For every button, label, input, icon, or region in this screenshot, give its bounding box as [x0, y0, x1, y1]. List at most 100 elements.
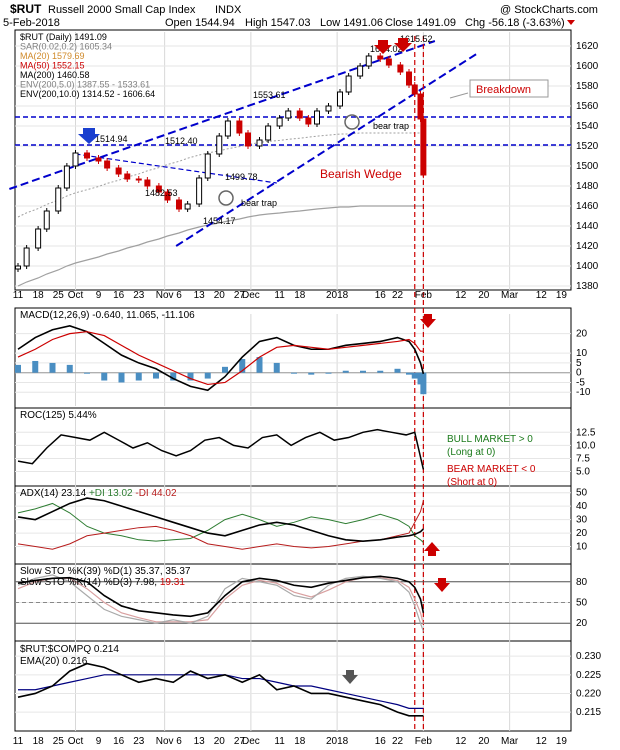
- axes: 1380140014201440146014801500152015401560…: [13, 41, 602, 747]
- candle-body: [135, 178, 142, 181]
- macd-histogram-bar: [84, 372, 90, 374]
- red-arrow-up-icon: [424, 542, 440, 556]
- candle-body: [43, 210, 50, 230]
- symbol: $RUT: [10, 2, 42, 16]
- y-tick-label: 5.0: [576, 467, 590, 478]
- candle-body: [63, 165, 70, 189]
- x-tick-label: Oct: [68, 736, 84, 747]
- close: Close 1491.09: [385, 17, 456, 29]
- breakdown-box: [469, 79, 549, 98]
- y-tick-label: 50: [576, 598, 588, 609]
- legend-entry: ENV(200,10.0) 1314.52 - 1606.64: [20, 89, 155, 99]
- x-tick-label: 20: [214, 290, 226, 301]
- macd-line: [17, 324, 425, 392]
- wedge-line: [75, 153, 277, 184]
- candle-body: [325, 105, 332, 112]
- x-tick-label: Nov: [156, 736, 174, 747]
- candle-body: [305, 117, 312, 125]
- candle-body: [204, 153, 211, 179]
- y-tick-label: 0.220: [576, 688, 601, 699]
- macd-histogram-bar: [222, 366, 228, 373]
- y-tick-label: 1420: [576, 241, 599, 252]
- ma200-line: [17, 205, 424, 287]
- x-tick-label: 19: [556, 736, 568, 747]
- candle-body: [377, 55, 384, 60]
- x-tick-label: 20: [478, 736, 490, 747]
- y-tick-label: 10: [576, 542, 588, 553]
- bear-trap-label-2: bear trap: [373, 121, 409, 131]
- y-tick-label: -10: [576, 387, 591, 398]
- candle-body: [23, 247, 30, 267]
- x-tick-label: 20: [478, 290, 490, 301]
- x-tick-label: 13: [194, 290, 206, 301]
- y-tick-label: 50: [576, 488, 588, 499]
- candle-body: [337, 91, 343, 107]
- y-tick-label: 30: [576, 515, 588, 526]
- macd-histogram-bar: [342, 370, 349, 373]
- x-tick-label: 25: [53, 736, 65, 747]
- exchange: INDX: [215, 4, 242, 16]
- change: Chg -56.18 (-3.63%): [465, 17, 565, 29]
- candle-body: [104, 160, 111, 169]
- x-tick-label: Dec: [242, 290, 260, 301]
- ema-title: EMA(20) 0.216: [20, 656, 88, 667]
- x-tick-label: 23: [133, 290, 145, 301]
- candle-body: [256, 139, 263, 147]
- macd-histogram-bar: [273, 362, 280, 373]
- upper-trendline: [9, 40, 436, 190]
- bearish-wedge-label: Bearish Wedge: [320, 167, 402, 181]
- candle-body: [406, 71, 412, 86]
- bear-trap-label-1: bear trap: [241, 198, 277, 208]
- label-1482: 1482.53: [145, 188, 178, 198]
- sto-k39-line: [17, 575, 425, 618]
- x-tick-label: 2018: [326, 290, 349, 301]
- legend-entry: MA(50) 1552.15: [20, 61, 85, 71]
- ratio-panel-frame: [14, 640, 572, 732]
- y-tick-label: 5: [576, 358, 582, 369]
- candle-body: [184, 203, 191, 210]
- candle-body: [345, 75, 352, 93]
- sto-k14-line: [17, 574, 424, 632]
- label-1454: 1454.17: [203, 216, 236, 226]
- label-1499: 1499.78: [225, 172, 258, 182]
- y-tick-label: 12.5: [576, 427, 596, 438]
- ratio-line: [17, 662, 424, 717]
- macd-histogram-bar: [101, 372, 108, 381]
- roc-title: ROC(125) 5.44%: [20, 410, 97, 421]
- macd-histogram-bar: [411, 372, 418, 379]
- bear-trap-circle-2: [344, 114, 360, 130]
- label-1512: 1512.40: [165, 136, 198, 146]
- x-tick-label: 27: [234, 290, 246, 301]
- x-tick-label: 12: [536, 290, 548, 301]
- y-tick-label: 0.230: [576, 651, 601, 662]
- bear-trap-circle-1: [218, 190, 234, 206]
- y-tick-label: 0.215: [576, 707, 601, 718]
- bear-market-label: BEAR MARKET < 0: [447, 464, 536, 475]
- candle-body: [115, 167, 122, 175]
- candle-body: [265, 125, 272, 141]
- chart-header: $RUT Russell 2000 Small Cap Index INDX @…: [3, 2, 598, 29]
- label-1514: 1514.94: [95, 134, 128, 144]
- macd-histogram-bar: [118, 372, 125, 383]
- y-tick-label: 20: [576, 329, 588, 340]
- mdi-line: [17, 500, 424, 550]
- watermark: @ StockCharts.com: [500, 4, 598, 16]
- candle-body: [385, 58, 392, 66]
- x-tick-label: 20: [214, 736, 226, 747]
- x-tick-label: 12: [455, 290, 467, 301]
- pdi-line: [17, 502, 424, 543]
- roc-line: [17, 428, 425, 470]
- gray-arrow-icon: [342, 670, 358, 684]
- x-tick-label: 12: [455, 736, 467, 747]
- x-tick-label: 23: [133, 736, 145, 747]
- legend-entry: ENV(200,5.0) 1387.55 - 1533.61: [20, 80, 150, 90]
- red-arrow-icon: [434, 578, 450, 592]
- macd-histogram-bar: [135, 372, 142, 381]
- sto-d-line: [17, 577, 424, 625]
- x-tick-label: Dec: [242, 736, 260, 747]
- candle-body: [365, 55, 372, 67]
- macd-histogram-bar: [187, 372, 194, 381]
- macd-histogram-bar: [153, 372, 159, 379]
- bull-market-label: BULL MARKET > 0: [447, 434, 533, 445]
